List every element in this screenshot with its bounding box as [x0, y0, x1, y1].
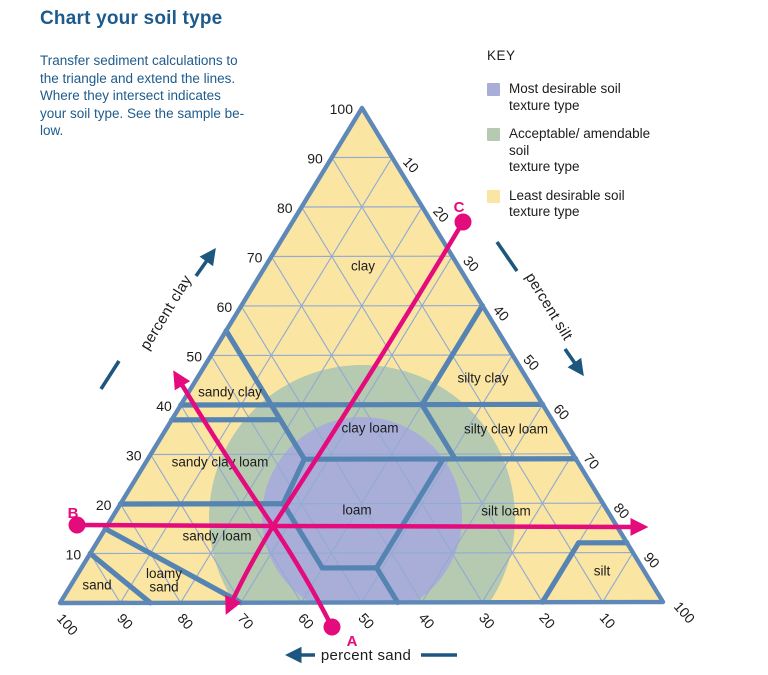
sand-tick-label: 30 [476, 610, 498, 632]
sand-tick-label: 80 [174, 610, 196, 632]
sand-tick-label: 70 [235, 610, 257, 632]
axis-sand-title: percent sand [321, 647, 411, 664]
clay-axis-arrow [194, 247, 216, 278]
class-boundary [87, 550, 154, 606]
instructions-line: the triangle and extend the lines. [40, 70, 236, 86]
axis-clay-title: percent clay [137, 272, 196, 353]
ternary-grid [89, 156, 634, 604]
class-boundary [280, 501, 325, 571]
class-boundary [280, 456, 307, 507]
silt-tick-label: 100 [671, 598, 699, 626]
sand-tick-label: 10 [596, 609, 618, 631]
region-label-clay: clay [351, 259, 375, 274]
triangle-outline [57, 105, 666, 606]
silt-axis-arrow [563, 347, 584, 377]
clay-tick-label: 70 [247, 250, 263, 266]
sample-line-C [225, 219, 466, 615]
class-boundary [419, 303, 485, 408]
region-label-loamy-sand: loamy sand [146, 566, 182, 595]
class-boundary [419, 402, 458, 462]
class-boundary [374, 565, 401, 606]
sand-tick-label: 100 [54, 610, 82, 638]
key-label-line: Acceptable/ amendable [509, 126, 651, 141]
region-label-silt: silt [594, 564, 611, 579]
clay-tick-label: 60 [217, 299, 233, 315]
instructions-line: Transfer sediment calculations to [40, 53, 238, 68]
clay-tick-label: 50 [186, 349, 202, 365]
instructions-line: low. [40, 123, 64, 138]
key-label-line: soil [509, 142, 530, 158]
instructions-text: Transfer sediment calculations to the tr… [40, 52, 290, 140]
region-label-loam: loam [342, 503, 371, 518]
clay-tick-label: 30 [126, 448, 142, 464]
silt-axis-dash [495, 240, 519, 273]
region-label-clay-loam: clay loam [341, 421, 398, 436]
sample-line-A [173, 370, 335, 630]
clay-tick-label: 100 [330, 101, 354, 117]
sample-label-A: A [347, 633, 358, 650]
class-boundary [374, 456, 446, 571]
instructions-line: Where they intersect indicates [40, 88, 221, 103]
sand-tick-label: 60 [295, 610, 317, 632]
key-label: Most desirable soil texture type [509, 81, 621, 114]
region-label-sand: sand [82, 578, 111, 593]
key-label-line: texture type [509, 97, 580, 113]
key-entry-acceptable: Acceptable/ amendable soil texture type [487, 126, 677, 176]
instructions-line: your soil type. See the sample be- [40, 105, 245, 121]
clay-tick-label: 80 [277, 200, 293, 216]
sample-lines: A B C [68, 199, 649, 650]
key-panel: KEY Most desirable soil texture type Acc… [487, 48, 677, 233]
class-boundary [223, 328, 307, 462]
sample-dot-A [323, 618, 341, 636]
key-label-line: texture type [509, 204, 580, 219]
key-label-line: texture type [509, 159, 580, 174]
axis-silt-title: percent silt [522, 270, 576, 344]
key-label: Acceptable/ amendable soil texture type [509, 126, 650, 176]
key-title: KEY [487, 48, 516, 63]
class-boundary [178, 401, 546, 408]
axis-decorations [99, 240, 584, 664]
region-label-silt-loam: silt loam [481, 504, 531, 519]
clay-axis-dash [99, 360, 121, 390]
key-swatch-acceptable [487, 128, 500, 141]
sample-dot-C [454, 213, 472, 231]
class-boundaries [87, 303, 630, 606]
region-label-silty-clay-loam: silty clay loam [464, 422, 548, 437]
region-label-sandy-clay: sandy clay [198, 385, 262, 400]
class-boundary [539, 540, 582, 605]
sample-dot-B [68, 516, 86, 534]
clay-tick-label: 10 [66, 547, 82, 563]
region-label-silty-clay: silty clay [457, 371, 508, 386]
key-entry-most-desirable: Most desirable soil texture type [487, 81, 677, 114]
sand-tick-label: 90 [114, 610, 136, 632]
sample-line-B [74, 517, 649, 536]
key-label: Least desirable soil texture type [509, 188, 625, 221]
key-swatch-least-desirable [487, 189, 500, 203]
sand-tick-label: 20 [536, 610, 558, 632]
class-boundary [102, 526, 244, 606]
key-entry-least-desirable: Least desirable soil texture type [487, 188, 677, 221]
region-labels: clay silty clay sandy clay clay loam silty c… [82, 259, 610, 595]
region-label-sandy-loam: sandy loam [182, 529, 251, 544]
sand-tick-label: 40 [416, 610, 438, 632]
sample-label-C: C [454, 199, 465, 216]
page-title: Chart your soil type [40, 8, 223, 29]
key-swatch-most-desirable [487, 83, 500, 96]
sample-label-B: B [68, 505, 79, 522]
key-label-line: Least desirable soil [509, 187, 625, 203]
clay-tick-label: 40 [156, 398, 172, 414]
region-label-sandy-clay-loam: sandy clay loam [172, 455, 269, 470]
key-label-line: Most desirable soil [509, 81, 621, 96]
sand-tick-label: 50 [355, 610, 377, 632]
clay-tick-label: 90 [307, 151, 323, 167]
clay-tick-label: 20 [96, 497, 112, 513]
